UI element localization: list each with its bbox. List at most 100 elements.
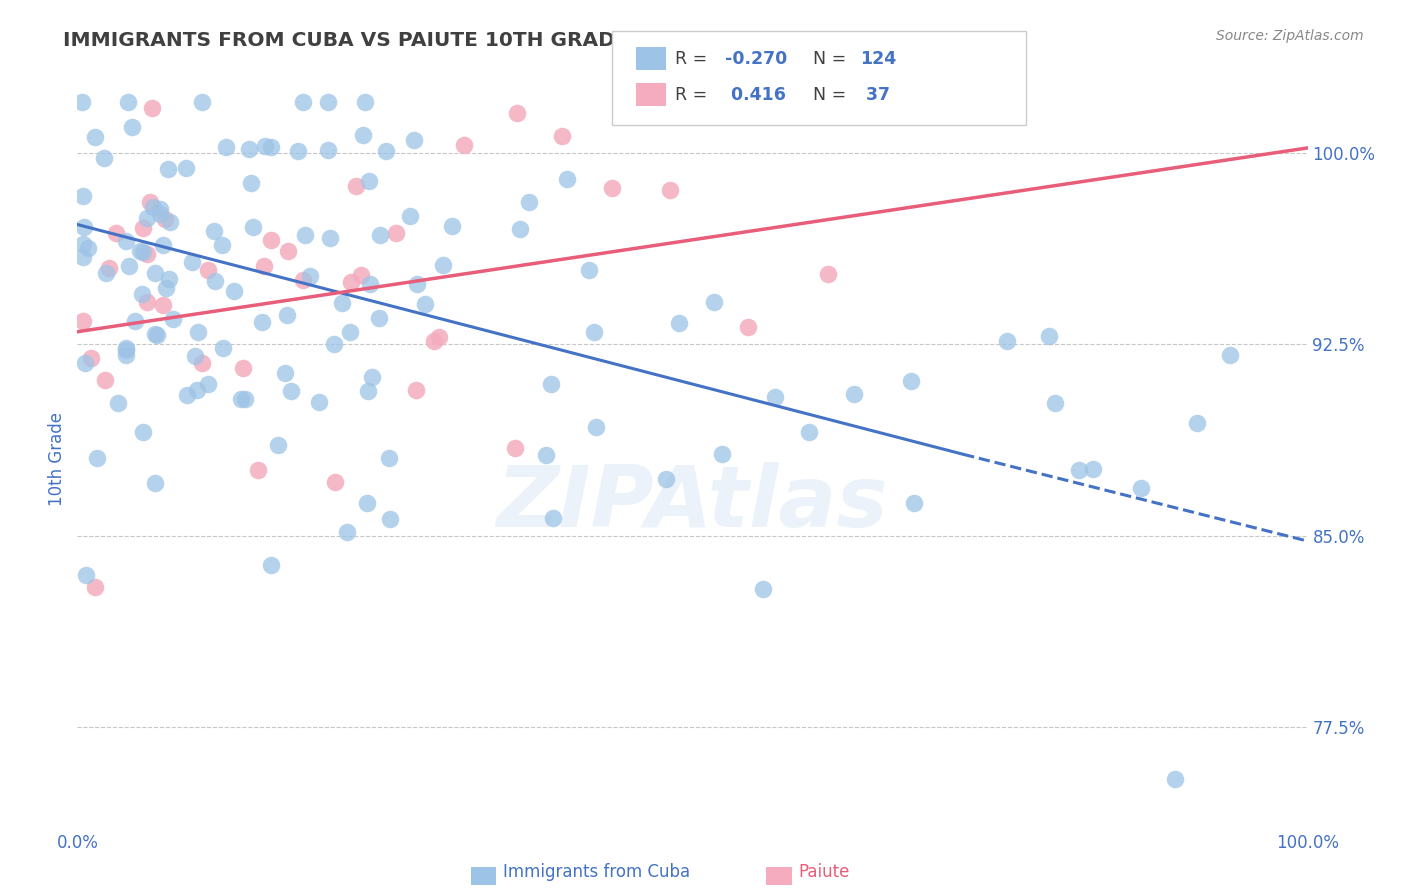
Point: [1045, 396, 1067, 410]
Point: [1067, 462, 1090, 476]
Point: [143, 266, 166, 280]
Text: ZIPAtlas: ZIPAtlas: [496, 462, 889, 545]
Text: N =: N =: [813, 50, 852, 68]
Point: [551, 128, 574, 143]
Point: [131, 425, 153, 439]
Point: [94, 266, 117, 280]
Point: [797, 425, 820, 440]
Point: [903, 496, 925, 510]
Text: IMMIGRANTS FROM CUBA VS PAIUTE 10TH GRADE CORRELATION CHART: IMMIGRANTS FROM CUBA VS PAIUTE 10TH GRAD…: [63, 31, 877, 50]
Point: [291, 273, 314, 287]
Y-axis label: 10th Grade: 10th Grade: [48, 412, 66, 507]
Point: [1185, 416, 1208, 430]
Point: [72, 189, 94, 203]
Point: [75, 568, 97, 582]
Point: [385, 227, 408, 241]
Point: [107, 396, 129, 410]
Point: [72, 236, 94, 251]
Point: [104, 226, 127, 240]
Point: [415, 297, 437, 311]
Point: [765, 390, 787, 404]
Point: [360, 370, 382, 384]
Point: [253, 260, 276, 274]
Point: [600, 181, 623, 195]
Point: [124, 314, 146, 328]
Point: [259, 140, 281, 154]
Point: [142, 200, 165, 214]
Point: [159, 215, 181, 229]
Point: [323, 475, 346, 489]
Point: [710, 447, 733, 461]
Text: Source: ZipAtlas.com: Source: ZipAtlas.com: [1216, 29, 1364, 43]
Point: [204, 274, 226, 288]
Point: [222, 284, 245, 298]
Point: [98, 261, 121, 276]
Text: R =: R =: [675, 50, 713, 68]
Point: [84, 130, 107, 145]
Point: [541, 511, 564, 525]
Text: Immigrants from Cuba: Immigrants from Cuba: [503, 863, 690, 881]
Point: [340, 275, 363, 289]
Point: [375, 144, 398, 158]
Point: [242, 219, 264, 234]
Point: [247, 463, 270, 477]
Point: [353, 95, 375, 109]
Point: [211, 238, 233, 252]
Point: [1129, 481, 1152, 495]
Point: [149, 202, 172, 216]
Point: [377, 450, 399, 465]
Point: [350, 268, 373, 283]
Point: [844, 387, 866, 401]
Text: Paiute: Paiute: [799, 863, 851, 881]
Point: [359, 277, 381, 292]
Point: [114, 342, 136, 356]
Point: [93, 151, 115, 165]
Point: [157, 161, 180, 176]
Point: [503, 441, 526, 455]
Point: [368, 228, 391, 243]
Point: [115, 348, 138, 362]
Point: [117, 95, 139, 109]
Point: [555, 171, 578, 186]
Point: [129, 244, 152, 258]
Point: [517, 194, 540, 209]
Point: [136, 295, 159, 310]
Point: [323, 336, 346, 351]
Point: [380, 511, 402, 525]
Point: [357, 384, 380, 398]
Point: [578, 263, 600, 277]
Point: [72, 314, 94, 328]
Point: [135, 211, 157, 226]
Point: [70, 95, 93, 109]
Point: [86, 450, 108, 465]
Point: [582, 325, 605, 339]
Text: 0.416: 0.416: [725, 86, 786, 103]
Point: [146, 328, 169, 343]
Point: [308, 395, 330, 409]
Point: [751, 582, 773, 596]
Point: [76, 241, 98, 255]
Point: [817, 267, 839, 281]
Point: [267, 438, 290, 452]
Point: [440, 219, 463, 233]
Point: [344, 179, 367, 194]
Point: [900, 375, 922, 389]
Text: N =: N =: [813, 86, 852, 103]
Point: [260, 233, 283, 247]
Point: [94, 373, 117, 387]
Point: [229, 392, 252, 406]
Point: [115, 343, 138, 357]
Point: [298, 269, 321, 284]
Point: [118, 259, 141, 273]
Point: [162, 311, 184, 326]
Point: [534, 449, 557, 463]
Point: [202, 224, 225, 238]
Point: [294, 228, 316, 243]
Text: R =: R =: [675, 86, 713, 103]
Point: [1219, 348, 1241, 362]
Text: 124: 124: [860, 50, 897, 68]
Point: [186, 383, 208, 397]
Point: [131, 286, 153, 301]
Point: [153, 212, 176, 227]
Point: [668, 316, 690, 330]
